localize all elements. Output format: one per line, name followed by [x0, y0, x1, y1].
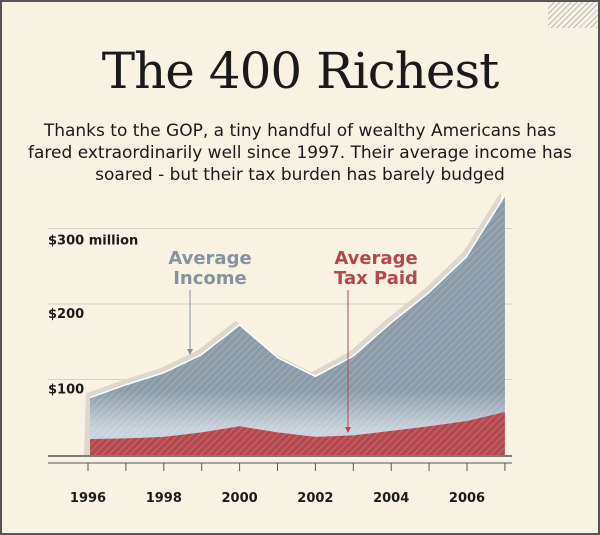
series-label-income: Average [168, 248, 251, 269]
x-tick-label: 2006 [449, 491, 485, 506]
x-tick-label: 1996 [70, 491, 106, 506]
arrowhead-icon [345, 427, 351, 433]
x-tick-label: 1998 [146, 491, 182, 506]
x-tick-label: 2002 [297, 491, 333, 506]
corner-hatch [548, 2, 598, 28]
x-tick-label: 2004 [373, 491, 409, 506]
series-label-income: Income [173, 268, 247, 289]
y-tick-label: $100 [48, 383, 84, 398]
series-label-tax: Average [334, 248, 417, 269]
x-tick-label: 2000 [222, 491, 258, 506]
y-tick-label: $200 [48, 307, 84, 322]
series-label-tax: Tax Paid [334, 268, 418, 289]
arrowhead-icon [187, 349, 193, 355]
income-area [90, 196, 505, 456]
y-tick-label: $300 million [48, 234, 138, 249]
chart-subtitle: Thanks to the GOP, a tiny handful of wea… [28, 121, 572, 185]
tax-area [90, 411, 505, 455]
chart-title: The 400 Richest [101, 42, 500, 100]
